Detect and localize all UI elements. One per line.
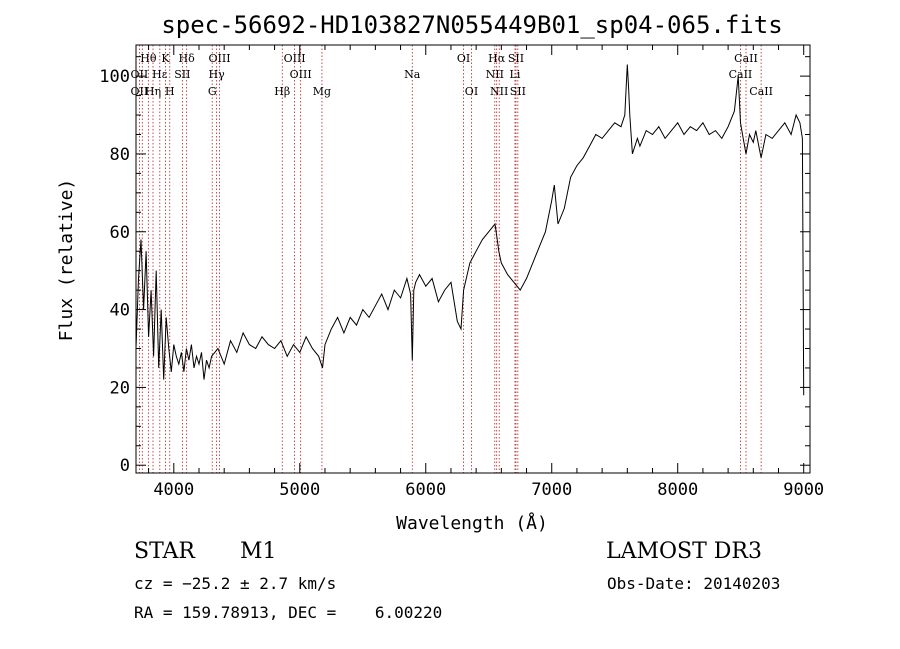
y-tick-label: 100 [99, 67, 130, 87]
line-label: Hβ [274, 85, 290, 98]
line-label: NII [486, 68, 504, 81]
line-label: G [208, 85, 217, 98]
line-label: SII [508, 52, 524, 65]
emission-line-markers [139, 45, 762, 473]
line-label: Hδ [179, 52, 196, 65]
line-label: SII [510, 85, 526, 98]
line-label: OI [457, 52, 470, 65]
line-label: Hγ [209, 68, 226, 81]
plot-frame [135, 44, 811, 474]
line-label: OIII [290, 68, 312, 81]
line-label: OIII [208, 52, 230, 65]
chart-title: spec-56692-HD103827N055449B01_sp04-065.f… [161, 11, 782, 39]
x-tick-label: 6000 [405, 480, 446, 500]
y-axis-ticks: 0 20 40 60 80 100 [99, 56, 810, 476]
survey-name: LAMOST DR3 [606, 539, 762, 564]
x-tick-label: 9000 [783, 480, 824, 500]
line-label: OII [131, 85, 149, 98]
line-label: OII [131, 68, 149, 81]
y-tick-label: 20 [110, 378, 130, 398]
coordinates: RA = 159.78913, DEC = 6.00220 [134, 603, 443, 622]
x-axis-ticks: 4000 5000 6000 7000 8000 9000 [148, 45, 824, 500]
y-tick-label: 60 [110, 223, 130, 243]
y-axis-label: Flux (relative) [56, 179, 77, 342]
x-tick-label: 5000 [279, 480, 320, 500]
line-label: H [165, 85, 175, 98]
line-label: Li [510, 68, 521, 81]
x-tick-label: 4000 [153, 480, 194, 500]
line-label: Mg [313, 85, 331, 98]
line-label: CaII [729, 68, 753, 81]
line-label: Hα [488, 52, 506, 65]
y-tick-label: 80 [110, 145, 130, 165]
line-label: Hη [145, 85, 161, 98]
line-label: NII [490, 85, 508, 98]
line-label: OI [465, 85, 478, 98]
observation-date: Obs-Date: 20140203 [607, 574, 781, 593]
redshift-velocity: cz = −25.2 ± 2.7 km/s [134, 574, 337, 593]
x-tick-label: 7000 [531, 480, 572, 500]
line-label: OIII [284, 52, 306, 65]
y-tick-label: 40 [110, 301, 130, 321]
x-tick-label: 8000 [657, 480, 698, 500]
x-axis-label: Wavelength (Å) [396, 512, 548, 534]
line-label: Hε [152, 68, 168, 81]
line-label: SII [174, 68, 190, 81]
object-subclass: M1 [240, 539, 277, 564]
line-label: CaII [734, 52, 758, 65]
line-label: Na [404, 68, 421, 81]
line-label: Hθ [140, 52, 157, 65]
spectrum-line [135, 64, 805, 396]
line-label: CaII [749, 85, 773, 98]
y-tick-label: 0 [120, 456, 130, 476]
line-label: K [161, 52, 170, 65]
object-class: STAR [134, 539, 195, 564]
